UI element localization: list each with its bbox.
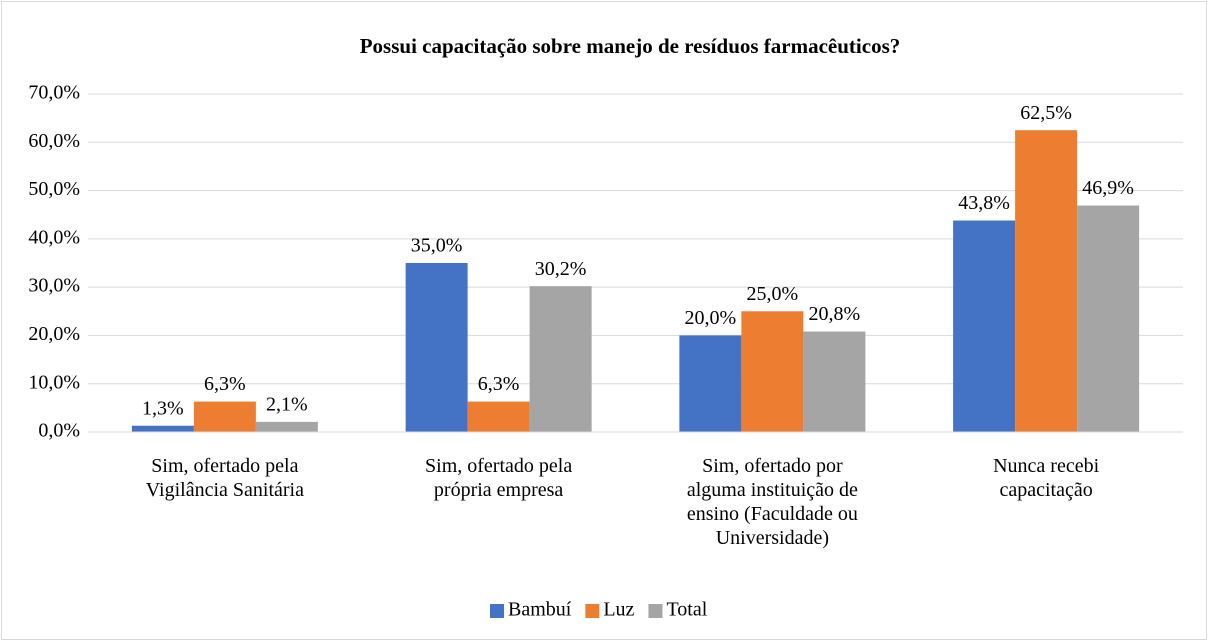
legend-swatch <box>648 604 663 618</box>
y-tick-label: 10,0% <box>28 371 80 393</box>
bar <box>131 425 194 432</box>
y-tick-label: 0,0% <box>38 420 80 442</box>
y-tick-label: 20,0% <box>28 323 80 345</box>
bar <box>803 331 866 432</box>
data-label: 25,0% <box>747 283 799 305</box>
data-label: 62,5% <box>1020 102 1072 124</box>
bar <box>193 401 256 432</box>
x-tick-label: Sim, ofertado pela própria empresa <box>425 455 573 501</box>
data-label: 46,9% <box>1082 177 1134 199</box>
legend-swatch <box>490 604 504 618</box>
y-tick-label: 30,0% <box>28 275 80 297</box>
data-label: 30,2% <box>535 258 587 280</box>
data-label: 20,0% <box>685 307 737 329</box>
bar <box>679 335 742 432</box>
legend-label: Total <box>666 599 707 621</box>
legend-label: Luz <box>603 599 634 621</box>
y-tick-label: 50,0% <box>28 178 80 200</box>
bar <box>255 421 318 432</box>
bar <box>529 286 592 432</box>
data-label: 43,8% <box>958 192 1010 214</box>
data-label: 6,3% <box>478 373 520 395</box>
legend-label: Bambuí <box>508 599 572 621</box>
data-label: 2,1% <box>266 393 308 415</box>
bar <box>467 401 530 432</box>
data-label: 1,3% <box>142 397 184 419</box>
data-label: 6,3% <box>204 373 246 395</box>
x-tick-label: Sim, ofertado por alguma instituição de … <box>686 455 858 549</box>
bar <box>1015 130 1078 432</box>
chart-title: Possui capacitação sobre manejo de resíd… <box>360 34 901 58</box>
bar <box>405 263 468 432</box>
x-tick-label: Sim, ofertado pela Vigilância Sanitária <box>145 455 304 501</box>
y-tick-label: 40,0% <box>28 226 80 248</box>
x-tick-label: Nunca recebi capacitação <box>993 455 1100 501</box>
y-tick-label: 60,0% <box>28 130 80 152</box>
legend-swatch <box>585 604 600 618</box>
bar <box>1077 205 1140 432</box>
data-label: 35,0% <box>411 235 463 257</box>
bar <box>741 311 804 432</box>
bar <box>953 220 1016 432</box>
y-tick-label: 70,0% <box>28 82 80 104</box>
data-label: 20,8% <box>809 303 861 325</box>
